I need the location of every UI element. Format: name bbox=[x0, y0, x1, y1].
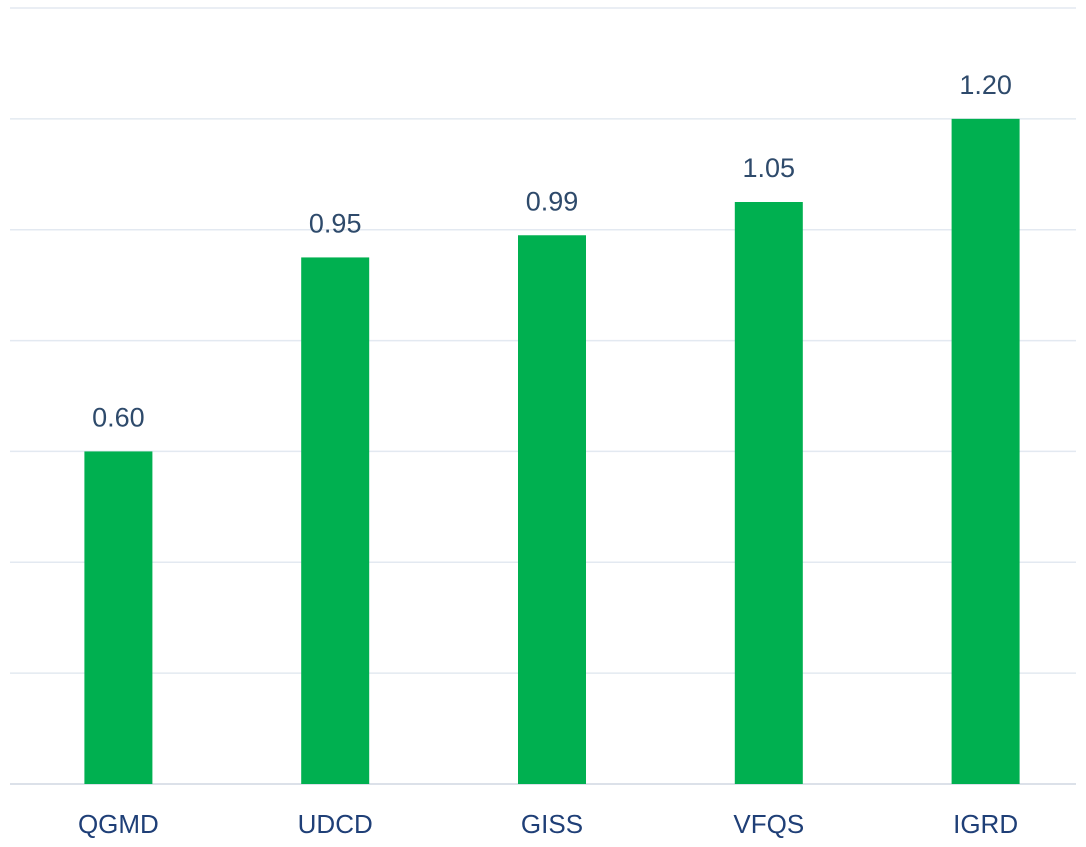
value-label: 0.60 bbox=[92, 403, 145, 433]
value-label: 0.95 bbox=[309, 209, 362, 239]
x-tick-label: QGMD bbox=[78, 809, 159, 839]
bar bbox=[84, 451, 153, 784]
bar bbox=[951, 118, 1020, 785]
x-tick-label: VFQS bbox=[733, 809, 804, 839]
value-label: 1.05 bbox=[743, 153, 796, 183]
bar bbox=[518, 235, 586, 784]
value-label: 0.99 bbox=[526, 186, 579, 216]
bar bbox=[301, 257, 370, 784]
x-tick-label: UDCD bbox=[298, 809, 373, 839]
x-tick-label: IGRD bbox=[953, 809, 1018, 839]
value-label: 1.20 bbox=[959, 70, 1012, 100]
bar bbox=[734, 202, 803, 784]
x-tick-label: GISS bbox=[521, 809, 583, 839]
